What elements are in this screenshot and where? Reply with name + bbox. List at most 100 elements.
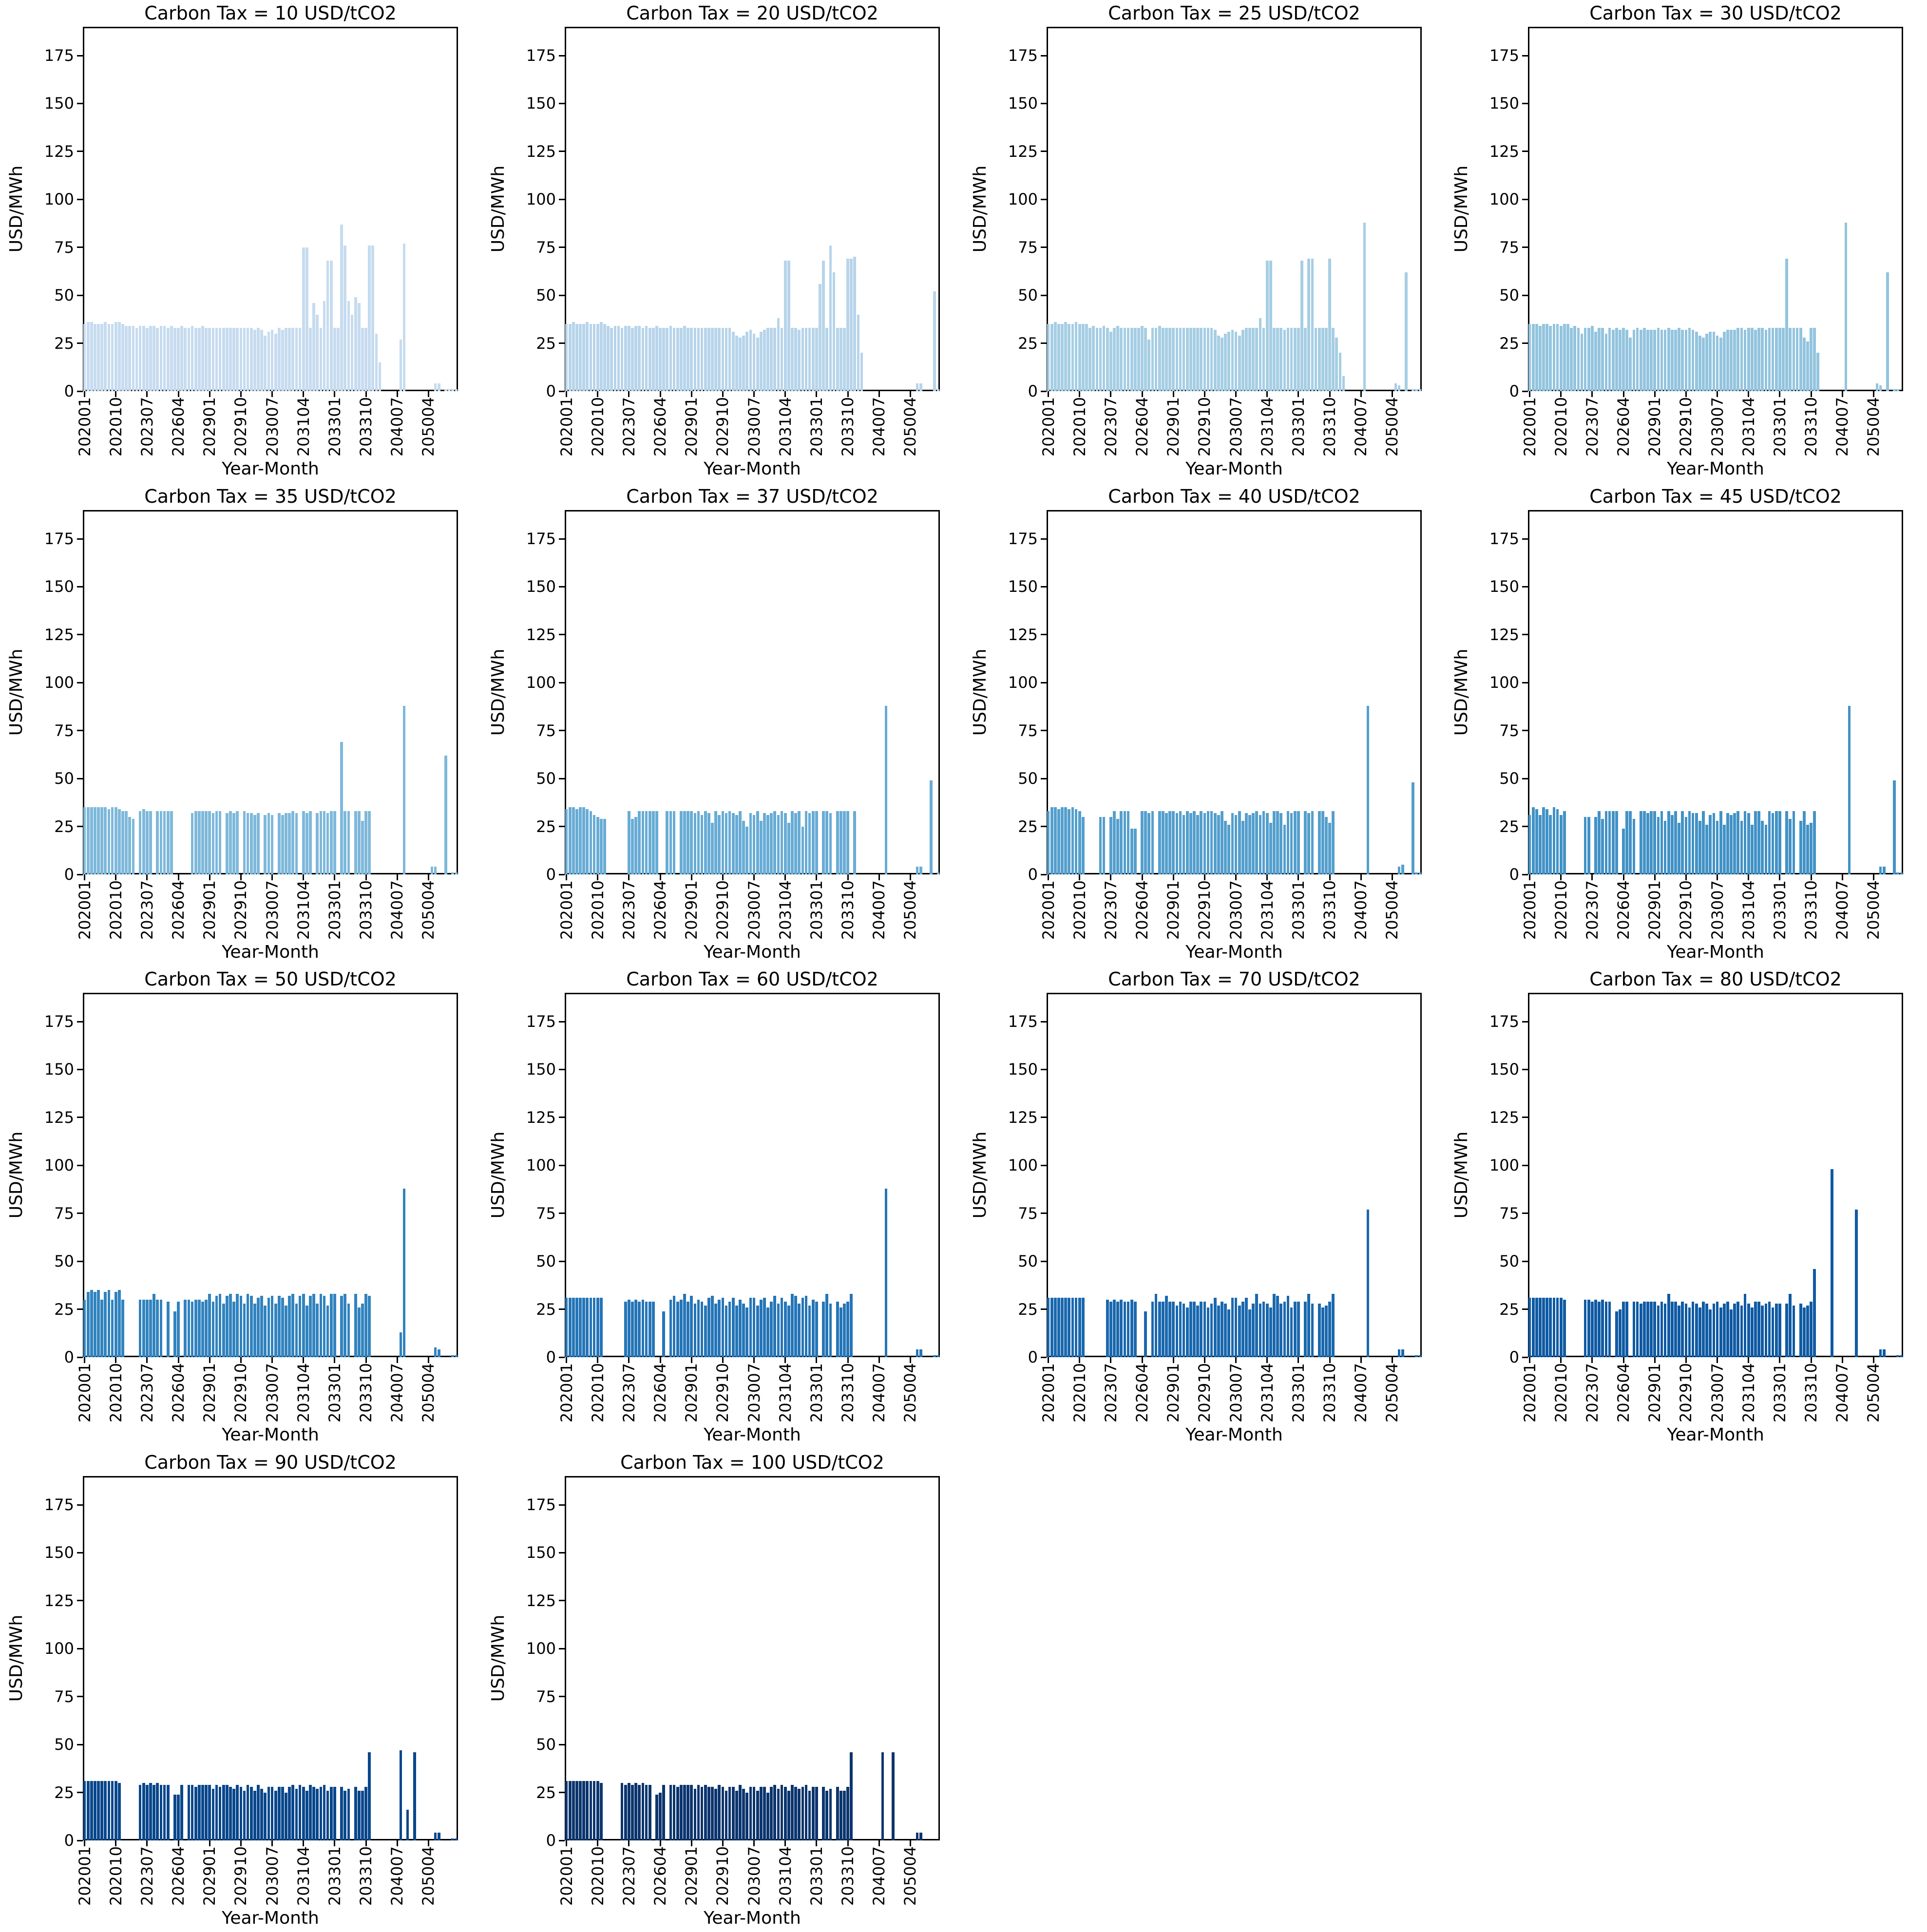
bar [725,813,728,874]
bar [1900,1355,1903,1357]
bar [1653,1301,1657,1357]
bar [1771,1307,1774,1357]
bar [804,1296,808,1357]
bar [1332,811,1335,874]
bar [721,1298,725,1357]
bar [191,813,194,874]
bar [1646,1301,1649,1357]
bar [783,813,787,874]
bar [1126,1301,1130,1357]
bar [1622,328,1625,391]
x-tick-label: 203301 [325,1846,344,1906]
bar [697,1299,700,1357]
bar [586,322,589,391]
bar [756,811,759,874]
bar [138,1784,142,1840]
bar [1879,385,1882,391]
bar [1047,1298,1050,1357]
x-tick-mark [909,1840,911,1846]
x-tick-label: 202010 [588,880,607,940]
x-tick-mark [1748,1357,1750,1363]
y-tick-mark [77,198,83,200]
bar [1764,330,1768,391]
bar [916,867,919,874]
y-tick-label: 75 [54,1204,74,1223]
plot-area [1528,27,1903,391]
bar [1120,1299,1123,1357]
bar [752,1298,756,1357]
bar [822,1301,825,1357]
x-tick-label: 203310 [357,880,376,940]
bar [1761,1305,1764,1357]
x-tick-label: 203104 [1739,880,1758,940]
bar [1158,1301,1161,1357]
bar [568,1298,572,1357]
bar [305,1790,308,1840]
x-tick-mark [1622,1357,1624,1363]
bar [707,328,710,391]
x-tick-mark [1141,391,1143,397]
bar [728,811,731,874]
bar [1733,330,1736,391]
bar [891,1752,895,1840]
bar [1064,1298,1068,1357]
bar [1657,328,1660,391]
bar [361,1303,364,1357]
bar [1241,330,1244,391]
bar [801,328,804,391]
bar [316,1788,319,1840]
bar [1095,328,1099,391]
bar [159,811,163,874]
bar [565,809,568,874]
subplot: Carbon Tax = 45 USD/tCO2 USD/MWh Year-Mo… [1445,483,1927,966]
bar [589,1298,592,1357]
bar [1778,1303,1781,1357]
bar [1366,705,1370,874]
bar [1328,259,1331,391]
bar [142,809,145,874]
y-tick-mark [1522,1212,1528,1214]
bar [1695,1303,1698,1357]
x-tick-mark [1235,1357,1237,1363]
y-tick-mark [77,1356,83,1358]
bar [1896,1355,1900,1357]
x-tick-label: 203007 [1226,1363,1245,1423]
bar [1185,328,1189,391]
x-tick-label: 203007 [1708,1363,1727,1423]
x-tick-label: 204007 [388,1363,407,1423]
y-tick-mark [1522,1308,1528,1310]
bar [243,811,246,874]
bar [641,328,645,391]
bar [836,328,839,391]
bar [1636,328,1639,391]
bar [846,1786,849,1840]
bar [1632,330,1636,391]
bar [693,1303,697,1357]
bar [714,328,717,391]
bar [742,1788,745,1840]
bar [97,324,100,391]
bar [798,1788,801,1840]
bar [1363,222,1366,391]
y-tick-label: 75 [54,238,74,257]
bar [270,815,274,874]
bar [260,330,263,391]
x-tick-mark [334,391,336,397]
y-tick-mark [559,1164,565,1166]
bar [687,811,689,874]
bar [319,811,323,874]
bar [340,224,343,391]
x-tick-mark [909,1357,911,1363]
y-tick-label: 175 [1489,530,1519,549]
bar [1099,816,1102,874]
bar [1667,328,1670,391]
x-tick-label: 205004 [901,1363,920,1423]
bar [1813,1269,1816,1357]
y-tick-label: 0 [64,865,74,884]
bar [936,389,940,391]
bar [1224,333,1227,391]
x-tick-label: 203007 [263,397,282,457]
x-tick-label: 202604 [651,1846,670,1906]
y-tick-label: 175 [44,530,74,549]
bar [1074,809,1078,874]
